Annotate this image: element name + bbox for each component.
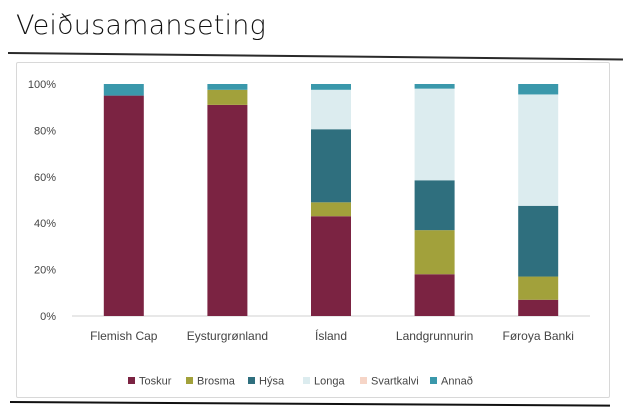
bar-segment-toskur (414, 274, 455, 316)
legend-label: Hýsa (259, 376, 285, 388)
bar-segment-annað (207, 84, 248, 90)
x-category-label: Ísland (315, 328, 347, 343)
bar-segment-toskur (207, 104, 248, 316)
chart-frame (16, 62, 610, 398)
legend-swatch (186, 377, 193, 384)
legend-swatch (360, 377, 367, 384)
x-category-label: Føroya Banki (503, 329, 574, 343)
legend-swatch (303, 377, 310, 384)
bar-segment-brosma (518, 276, 559, 300)
bar-segment-toskur (311, 216, 351, 316)
x-category-label: Landgrunnurin (396, 329, 473, 343)
y-tick-label: 60% (34, 172, 56, 184)
bar-segment-hýsa (414, 180, 455, 231)
bar-segment-toskur (103, 95, 144, 316)
legend-label: Toskur (139, 376, 172, 388)
bar-series-group (103, 84, 559, 316)
legend-label: Brosma (197, 376, 236, 388)
bar-segment-brosma (311, 202, 351, 217)
y-tick-label: 100% (28, 79, 56, 91)
bar-segment-hýsa (518, 205, 559, 277)
bar-segment-longa (518, 94, 559, 206)
y-tick-label: 40% (34, 218, 56, 230)
bar-segment-toskur (518, 299, 559, 316)
y-tick-label: 0% (40, 311, 56, 323)
bar-segment-annað (414, 84, 455, 89)
legend-swatch (128, 377, 135, 384)
y-tick-label: 80% (34, 125, 56, 137)
legend-swatch (430, 377, 437, 384)
bar-segment-longa (414, 88, 455, 181)
legend-swatch (248, 377, 255, 384)
x-category-label: Flemish Cap (90, 329, 158, 343)
chart-legend: Toskur Brosma Hýsa Longa Svartkalvi Annað (128, 376, 473, 388)
bar-segment-annað (311, 84, 351, 90)
y-tick-label: 20% (34, 265, 56, 277)
bar-segment-brosma (207, 89, 248, 105)
slide-title: Veiðusamanseting (16, 10, 266, 41)
bar-segment-brosma (414, 230, 455, 275)
x-category-label: Eysturgrønland (187, 329, 268, 343)
bar-segment-longa (311, 89, 351, 130)
bar-segment-annað (518, 84, 559, 95)
legend-label: Annað (441, 376, 473, 388)
legend-label: Svartkalvi (371, 376, 419, 388)
x-axis: Flemish Cap Eysturgrønland Ísland Landgrunn… (90, 328, 574, 343)
bar-segment-annað (103, 84, 144, 96)
bar-segment-hýsa (311, 129, 351, 203)
legend-label: Longa (314, 376, 345, 388)
